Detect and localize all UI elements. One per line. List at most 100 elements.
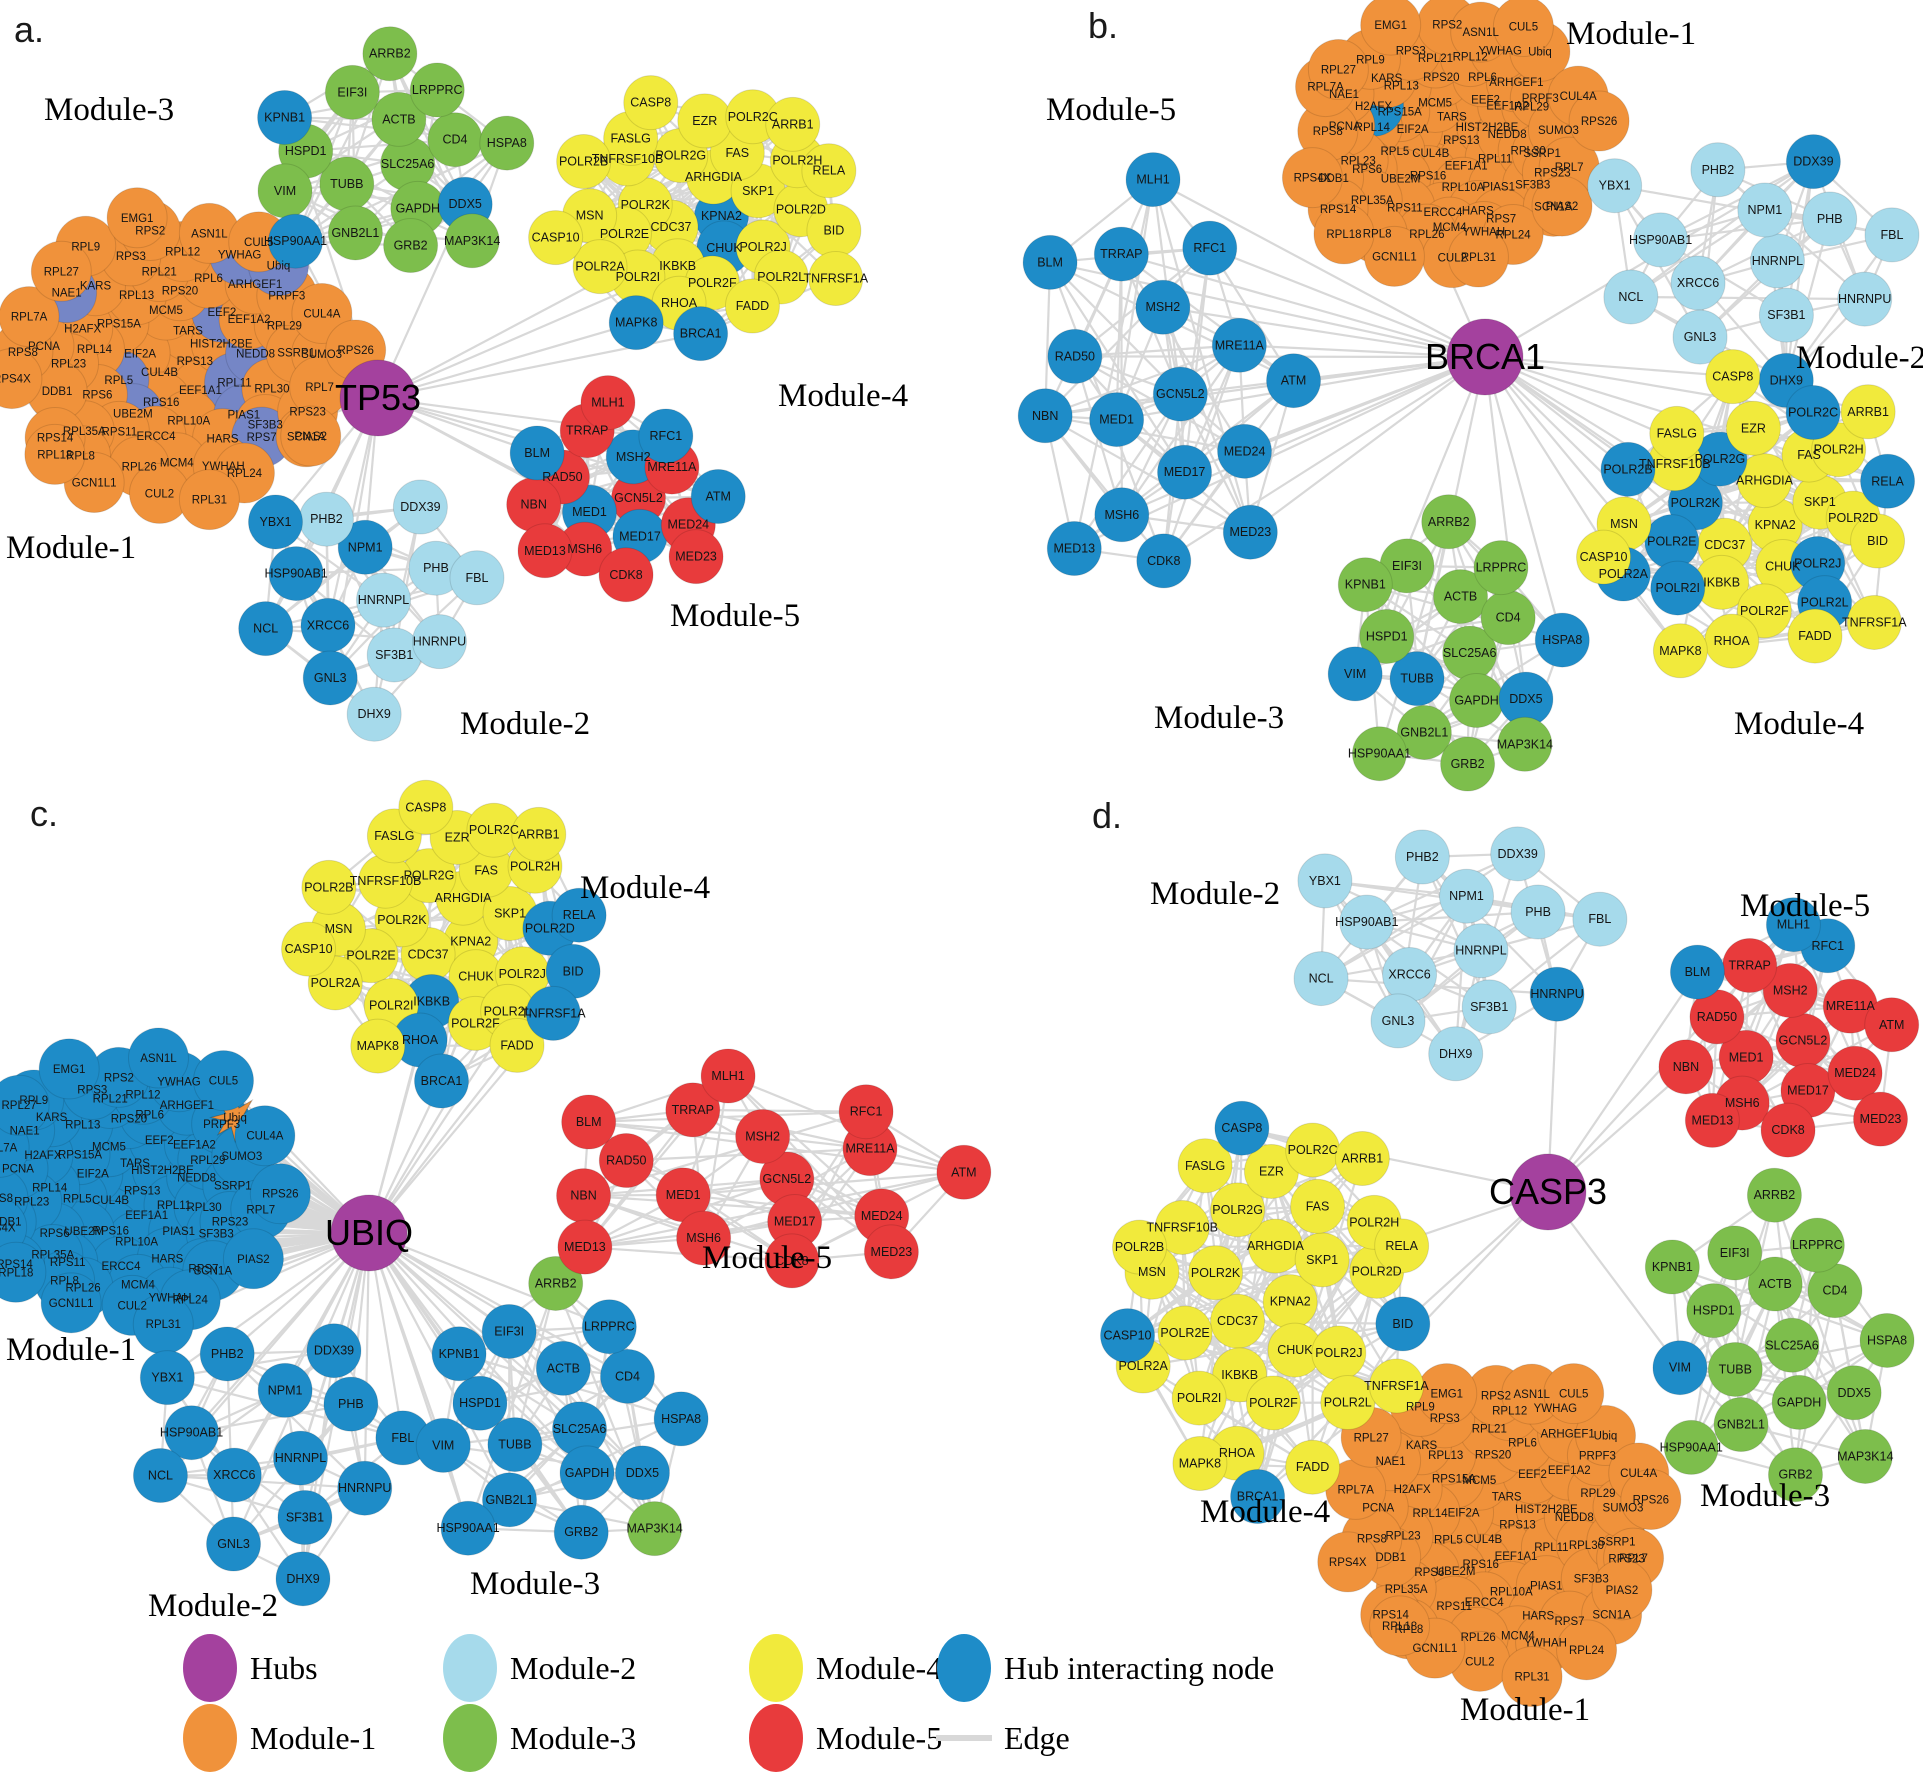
gene-label: PHB2 [211, 1347, 244, 1361]
gene-label: RPS2 [1432, 20, 1462, 32]
gene-label: KPNB1 [439, 1347, 480, 1361]
gene-label: RPL12 [1492, 1406, 1527, 1418]
gene-label: CD4 [443, 133, 468, 147]
gene-label: RPL31 [192, 495, 227, 507]
network-edge [727, 1075, 883, 1217]
gene-label: RPS3 [1396, 45, 1426, 57]
hub-edge [368, 1232, 581, 1430]
gene-label: SCN1A [1592, 1610, 1631, 1622]
gene-label: HSP90AA1 [1348, 747, 1411, 761]
gene-label: DDB1 [42, 386, 73, 398]
hub-edge [377, 321, 637, 400]
gene-label: SUMO3 [301, 349, 342, 361]
network-node [1136, 533, 1192, 589]
network-edge [388, 53, 467, 205]
gene-label: POLR2K [1191, 1266, 1241, 1280]
network-node [1360, 0, 1422, 56]
network-edge [1073, 393, 1182, 550]
gene-label: CUL2 [1465, 1656, 1494, 1668]
gene-label: RPS2 [1481, 1390, 1511, 1402]
gene-label: POLR2H [1814, 443, 1864, 457]
gene-label: RPL14 [32, 1183, 68, 1195]
gene-label: FASLG [1657, 426, 1697, 440]
network-edge [160, 1474, 365, 1490]
gene-label: TARS [173, 326, 203, 338]
gene-label: MAPK8 [357, 1039, 399, 1053]
gene-label: RPS7 [1554, 1616, 1584, 1628]
gene-label: IKBKB [1703, 575, 1740, 589]
gene-label: POLR2F [1740, 604, 1789, 618]
gene-label: EEF2 [1518, 1469, 1547, 1481]
gene-label: POLR2B [1603, 462, 1652, 476]
network-node [1534, 612, 1590, 668]
gene-label: LRPPRC [1476, 561, 1527, 575]
gene-label: POLR2D [1828, 511, 1878, 525]
network-node [371, 91, 427, 147]
module-title: Module-3 [44, 92, 174, 128]
gene-label: POLR2J [739, 240, 786, 254]
gene-label: KPNA2 [450, 934, 491, 948]
gene-label: RPL7A [1307, 82, 1344, 94]
gene-label: HSPA8 [1867, 1333, 1907, 1347]
gene-label: RPL11 [1534, 1542, 1568, 1554]
gene-label: RPS4X [1294, 173, 1332, 185]
gene-label: GNL3 [217, 1537, 250, 1551]
gene-label: BID [563, 964, 584, 978]
gene-label: HNRNPU [413, 635, 466, 649]
hub-edge [1239, 344, 1486, 359]
network-node [1433, 569, 1489, 625]
network-node [355, 572, 411, 628]
network-node [479, 115, 535, 171]
gene-label: EIF3I [1720, 1246, 1750, 1260]
gene-label: RPL7A [1338, 1484, 1375, 1496]
panel-letter: c. [30, 793, 58, 834]
gene-label: TNFRSF10B [350, 874, 422, 888]
gene-label: POLR2K [621, 198, 671, 212]
gene-label: KARS [36, 1112, 68, 1124]
gene-label: RPL29 [190, 1155, 225, 1167]
gene-label: MAP3K14 [1837, 1449, 1893, 1463]
gene-label: CASP10 [285, 942, 333, 956]
legend: Hubs Module-2 Module-4 Hub interacting node… [183, 1634, 1274, 1772]
gene-label: POLR2D [776, 203, 826, 217]
gene-label: RPL24 [173, 1295, 209, 1307]
gene-label: GCN1L1 [49, 1298, 94, 1310]
gene-label: EEF1A2 [1548, 1465, 1591, 1477]
gene-label: EZR [692, 114, 717, 128]
module-title: Module-3 [1154, 700, 1284, 736]
gene-label: CASP10 [532, 231, 580, 245]
network-edge [1630, 295, 1865, 301]
gene-label: NEDD8 [236, 348, 275, 360]
gene-label: SKP1 [494, 906, 526, 920]
gene-label: FADD [500, 1038, 533, 1052]
panel-letter: a. [14, 9, 44, 50]
gene-label: ERCC4 [102, 1261, 142, 1273]
gene-label: SSRP1 [1598, 1536, 1636, 1548]
gene-label: FASLG [1185, 1159, 1225, 1173]
gene-label: MED1 [1729, 1050, 1764, 1064]
gene-label: DDX5 [449, 197, 482, 211]
hub-edge [1483, 356, 1564, 641]
gene-label: EZR [445, 830, 470, 844]
network-edge [702, 1075, 730, 1239]
gene-label: POLR2C [728, 110, 778, 124]
gene-label: CDK8 [1771, 1123, 1804, 1137]
network-node [1670, 255, 1726, 311]
gene-label: YWHAG [1534, 1403, 1578, 1415]
gene-label: VIM [432, 1438, 454, 1452]
gene-label: POLR2D [525, 921, 575, 935]
network-node [1633, 212, 1689, 268]
gene-label: VIM [1344, 667, 1366, 681]
network-edge [1184, 1205, 1319, 1334]
gene-label: TNFRSF10B [1146, 1220, 1218, 1234]
gene-label: KPNB1 [1652, 1260, 1693, 1274]
gene-label: RPL18 [1326, 229, 1361, 241]
gene-label: DDX39 [1793, 155, 1833, 169]
legend-swatch-hub [183, 1634, 237, 1702]
gene-label: SLC25A6 [553, 1422, 607, 1436]
gene-label: CUL4B [92, 1195, 129, 1207]
gene-label: TRRAP [1100, 247, 1142, 261]
gene-label: YBX1 [260, 515, 292, 529]
gene-label: ARRB1 [1847, 405, 1889, 419]
gene-label: HNRNPL [1752, 254, 1803, 268]
